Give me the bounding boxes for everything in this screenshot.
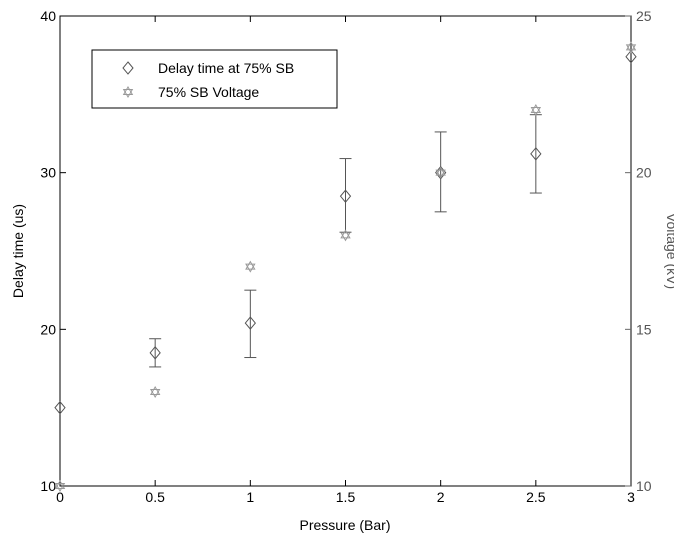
voltage-point bbox=[54, 480, 66, 492]
star-triangle-up bbox=[625, 41, 637, 51]
voltage-point bbox=[435, 166, 446, 179]
star-triangle-down bbox=[625, 44, 637, 54]
y-tick-label: 40 bbox=[40, 8, 56, 24]
x-tick-label: 0 bbox=[56, 489, 64, 505]
y-right-tick-label: 10 bbox=[636, 478, 652, 494]
voltage-point bbox=[149, 386, 161, 398]
voltage-point bbox=[625, 41, 637, 54]
x-tick-label: 2 bbox=[437, 489, 445, 505]
delay-point bbox=[625, 49, 637, 64]
voltage-point bbox=[340, 229, 351, 242]
data-marks bbox=[54, 41, 637, 492]
y-tick-label: 30 bbox=[40, 165, 56, 181]
star-triangle-up bbox=[435, 166, 446, 176]
voltage-point bbox=[530, 104, 542, 116]
star-triangle-up bbox=[149, 386, 161, 395]
star-triangle-up bbox=[54, 480, 66, 489]
star-triangle-down bbox=[245, 263, 256, 273]
star-triangle-down bbox=[340, 232, 351, 242]
x-tick-label: 3 bbox=[627, 489, 635, 505]
legend-box bbox=[91, 49, 338, 109]
delay-point bbox=[54, 400, 66, 415]
star-triangle-up bbox=[245, 260, 256, 270]
y-tick-label: 10 bbox=[40, 478, 56, 494]
x-axis: 0 0.5 1 1.5 2 2.5 3 bbox=[56, 16, 635, 505]
legend: Delay time at 75% SB 75% SB Voltage bbox=[91, 49, 338, 109]
delay-point bbox=[149, 346, 161, 360]
star-triangle-up bbox=[122, 86, 134, 95]
delay-point bbox=[530, 147, 542, 161]
y-axis-label: Delay time (us) bbox=[10, 204, 26, 298]
y-axis-right-label: Voltage (kV) bbox=[664, 213, 674, 289]
y-tick-label: 20 bbox=[40, 321, 56, 337]
delay-point bbox=[339, 189, 352, 203]
star-triangle-up bbox=[530, 104, 542, 113]
x-tick-label: 1.5 bbox=[336, 489, 356, 505]
delay-point bbox=[244, 316, 256, 330]
legend-label-voltage: 75% SB Voltage bbox=[158, 84, 259, 100]
y-axis-right: 10 15 20 25 bbox=[625, 8, 652, 494]
star-triangle-down bbox=[149, 389, 161, 398]
y-right-tick-label: 20 bbox=[636, 165, 652, 181]
x-tick-label: 1 bbox=[246, 489, 254, 505]
star-triangle-down bbox=[54, 483, 66, 492]
voltage-point bbox=[245, 260, 256, 273]
y-right-tick-label: 25 bbox=[636, 8, 652, 24]
star-triangle-down bbox=[435, 169, 446, 179]
legend-marker-star bbox=[122, 86, 134, 98]
legend-label-delay: Delay time at 75% SB bbox=[158, 60, 294, 76]
x-tick-label: 2.5 bbox=[526, 489, 546, 505]
legend-marker-diamond bbox=[122, 61, 134, 75]
y-right-tick-label: 15 bbox=[636, 321, 652, 337]
x-axis-label: Pressure (Bar) bbox=[299, 517, 390, 533]
star-triangle-up bbox=[340, 229, 351, 239]
y-axis-left: 10 20 30 40 bbox=[40, 8, 66, 494]
star-triangle-down bbox=[530, 107, 542, 116]
star-triangle-down bbox=[122, 89, 134, 98]
x-tick-label: 0.5 bbox=[145, 489, 165, 505]
